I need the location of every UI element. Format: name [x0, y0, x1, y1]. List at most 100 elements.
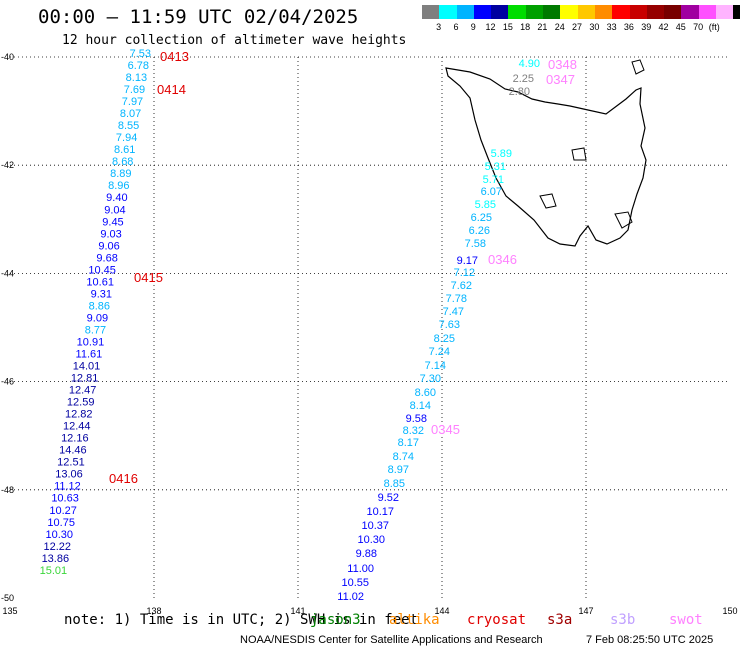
time-label: 0416 — [109, 471, 138, 486]
color-scale-label: 45 — [675, 22, 686, 32]
wave-height-value: 10.55 — [341, 577, 369, 589]
wave-height-value: 7.14 — [425, 360, 446, 372]
wave-height-value: 2.80 — [509, 86, 530, 98]
wave-height-value: 12.44 — [63, 421, 91, 433]
wave-height-value: 9.09 — [87, 312, 108, 324]
wave-height-value: 11.00 — [347, 563, 374, 575]
color-scale-label: 42 — [658, 22, 669, 32]
wave-height-value: 5.71 — [483, 174, 504, 186]
color-swatch — [422, 5, 440, 19]
wave-height-value: 11.02 — [337, 591, 364, 603]
color-swatch — [681, 5, 699, 19]
wave-height-value: 5.31 — [485, 161, 506, 173]
time-label: 0348 — [548, 57, 577, 72]
wave-height-value: 9.58 — [406, 413, 427, 425]
wave-height-value: 8.74 — [393, 451, 414, 463]
wave-height-value: 15.01 — [40, 565, 68, 577]
color-swatch — [594, 5, 613, 19]
timestamp-text: 7 Feb 08:25:50 UTC 2025 — [586, 634, 714, 646]
wave-height-value: 13.06 — [55, 469, 83, 481]
legend-s3b: s3b — [610, 612, 636, 628]
color-scale-label: 21 — [537, 22, 548, 32]
color-swatch — [629, 5, 647, 19]
wave-height-value: 12.81 — [71, 373, 99, 385]
lon-tick-label: 147 — [578, 606, 593, 616]
wave-height-value: 10.27 — [49, 505, 77, 517]
wave-height-value: 8.07 — [120, 108, 141, 120]
color-swatch — [525, 5, 544, 19]
wave-height-value: 10.37 — [361, 520, 389, 532]
wave-height-value: 8.17 — [398, 437, 419, 449]
wave-height-value: 7.53 — [130, 48, 151, 60]
wave-height-value: 8.85 — [384, 478, 405, 490]
legend-s3a: s3a — [547, 612, 573, 628]
wave-height-value: 9.52 — [378, 492, 399, 504]
tasmania-coastline — [445, 59, 647, 247]
lat-tick-label: -50 — [1, 593, 14, 603]
wave-height-value: 10.30 — [357, 534, 385, 546]
wave-height-value: 8.77 — [85, 324, 106, 336]
track-east-values: 4.90 2.252.80 5.895.315.716.075.856.256.26… — [337, 58, 540, 603]
wave-height-value: 14.46 — [59, 445, 87, 457]
color-scale-label: 12 — [485, 22, 496, 32]
lat-lon-grid — [10, 56, 730, 598]
wave-height-value: 10.75 — [47, 517, 75, 529]
wave-height-value: 9.40 — [106, 192, 127, 204]
color-scale-label: 70 — [693, 22, 704, 32]
color-swatch — [646, 5, 665, 19]
time-label: 0415 — [134, 270, 163, 285]
wave-height-value: 5.89 — [491, 148, 512, 160]
wave-height-value: 7.30 — [420, 373, 441, 385]
wave-height-value: 9.45 — [102, 216, 123, 228]
color-swatch — [733, 5, 740, 19]
lat-tick-label: -42 — [1, 160, 14, 170]
legend-altika: altika — [389, 612, 440, 628]
legend-swot: swot — [669, 612, 703, 628]
wave-height-value: 9.06 — [98, 240, 119, 252]
lat-tick-label: -46 — [1, 377, 14, 387]
wave-height-value: 12.47 — [69, 385, 97, 397]
wave-height-value: 6.78 — [128, 60, 149, 72]
color-swatch — [612, 5, 630, 19]
wave-height-value: 8.32 — [403, 425, 424, 437]
wave-height-value: 11.12 — [54, 481, 81, 493]
lon-tick-label: 141 — [290, 606, 305, 616]
color-scale-label: 30 — [589, 22, 600, 32]
color-swatch — [543, 5, 561, 19]
color-scale-label: 6 — [453, 22, 459, 32]
time-label: 0347 — [546, 72, 575, 87]
wave-height-value: 12.59 — [67, 397, 95, 409]
color-swatch — [491, 5, 509, 19]
wave-height-value: 8.96 — [108, 180, 129, 192]
page-title: 00:00 – 11:59 UTC 02/04/2025 — [38, 6, 359, 28]
time-label: 0345 — [431, 422, 460, 437]
wave-height-value: 12.22 — [44, 541, 72, 553]
color-scale-label: 39 — [641, 22, 652, 32]
wave-height-value: 10.45 — [88, 264, 116, 276]
color-scale-bar — [422, 5, 740, 21]
color-scale-unit: (ft) — [708, 22, 720, 32]
wave-height-value: 7.58 — [465, 238, 486, 250]
wave-height-value: 8.61 — [114, 144, 135, 156]
wave-height-value: 9.03 — [100, 228, 121, 240]
color-swatch — [508, 5, 526, 19]
wave-height-value: 12.82 — [65, 409, 93, 421]
color-scale-label: 15 — [502, 22, 513, 32]
color-scale-label: 9 — [470, 22, 476, 32]
wave-height-value: 9.17 — [457, 255, 478, 267]
lat-tick-label: -44 — [1, 268, 14, 278]
color-swatch — [577, 5, 595, 19]
wave-height-value: 8.55 — [118, 120, 139, 132]
wave-height-value: 7.97 — [122, 96, 143, 108]
color-scale-label: 27 — [572, 22, 583, 32]
wave-height-value: 10.17 — [366, 506, 394, 518]
color-swatch — [456, 5, 474, 19]
lon-tick-label: 144 — [434, 606, 449, 616]
legend-cryosat: cryosat — [467, 612, 527, 628]
lon-tick-label: 150 — [722, 606, 737, 616]
wave-height-value: 9.88 — [356, 548, 377, 560]
wave-height-value: 8.89 — [110, 168, 131, 180]
wave-height-value: 7.63 — [439, 319, 460, 331]
